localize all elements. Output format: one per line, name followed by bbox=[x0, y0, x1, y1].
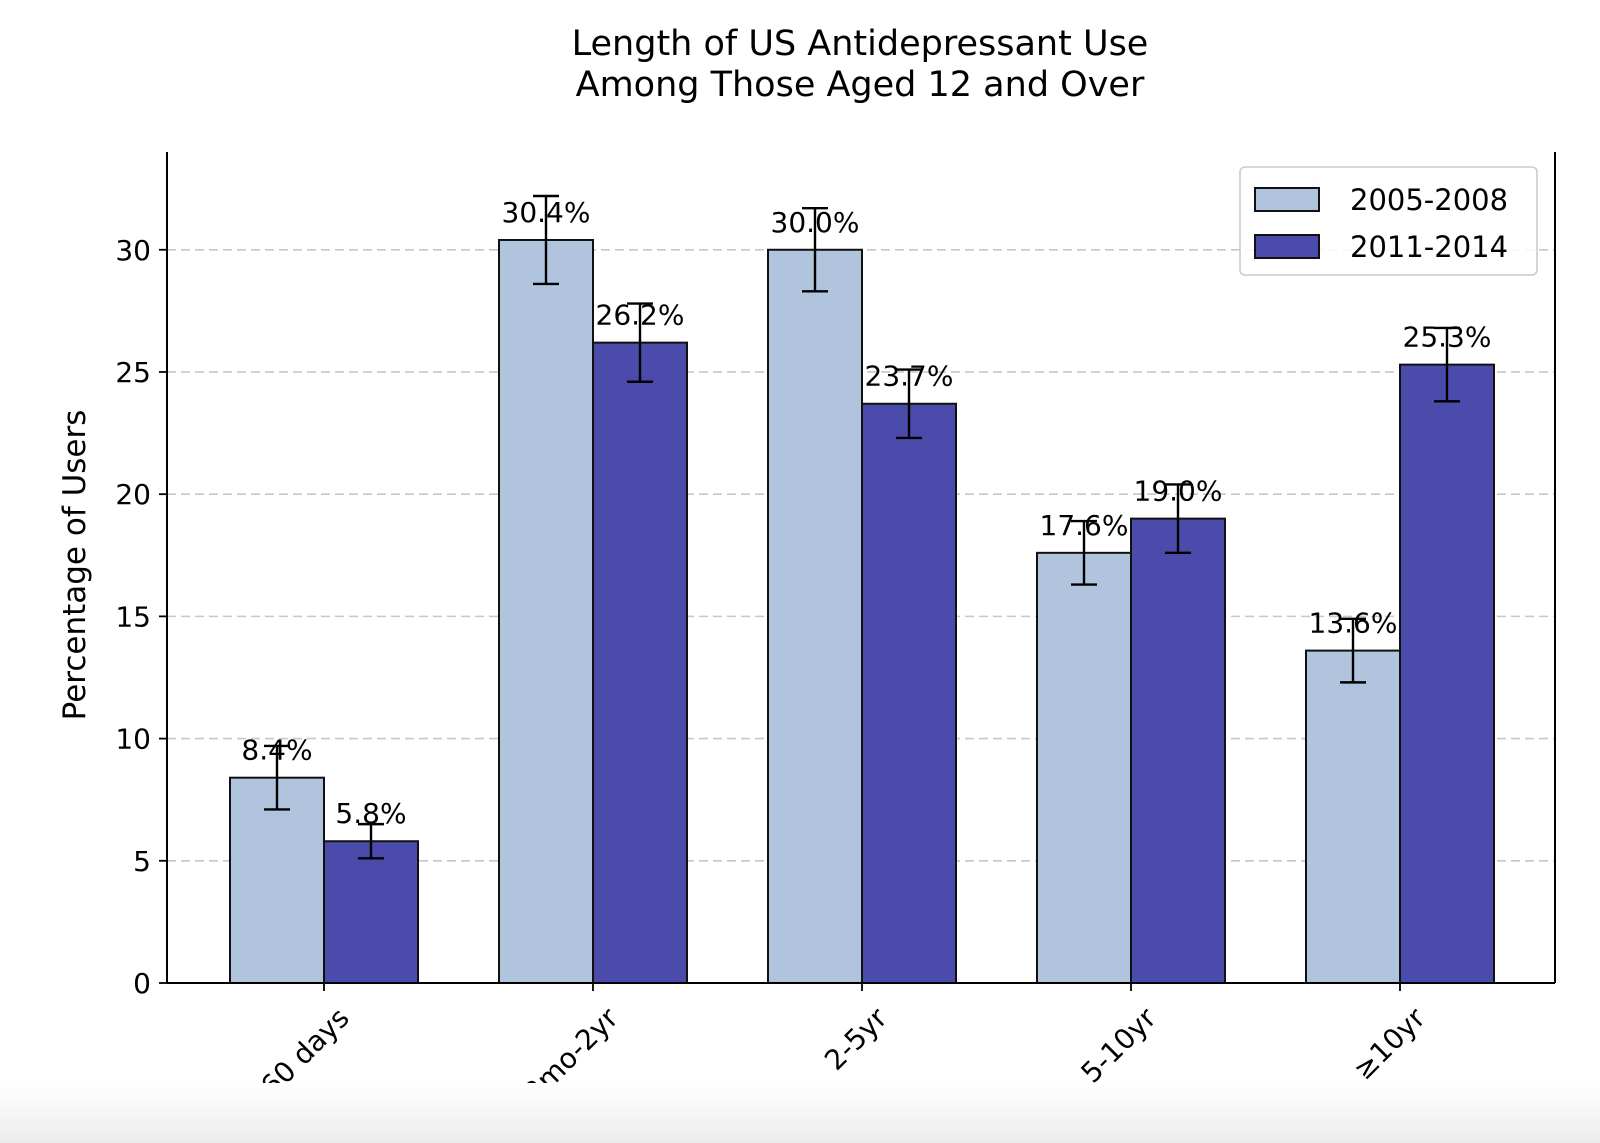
y-tick-label-20: 20 bbox=[115, 478, 151, 511]
axes bbox=[166, 152, 1556, 984]
error-bar-2005-2008-5 bbox=[1340, 617, 1366, 684]
y-tick-label-0: 0 bbox=[133, 967, 151, 1000]
error-bar-2005-2008-4 bbox=[1071, 519, 1097, 586]
legend-swatch-2005-2008 bbox=[1254, 187, 1320, 212]
bar-2005-2008-4 bbox=[1036, 551, 1132, 984]
error-bar-2011-2014-1 bbox=[358, 822, 384, 860]
legend-label-2011-2014: 2011-2014 bbox=[1350, 230, 1508, 264]
error-bar-2011-2014-2 bbox=[627, 302, 653, 383]
data-label-2011-2014-3: 23.7% bbox=[865, 360, 954, 393]
error-bar-2005-2008-1 bbox=[264, 744, 290, 811]
error-bars bbox=[264, 194, 1460, 860]
chart-title: Length of US Antidepressant Use Among Th… bbox=[572, 24, 1149, 105]
error-bar-2005-2008-2 bbox=[533, 194, 559, 286]
chart-title-line-1: Length of US Antidepressant Use bbox=[572, 24, 1149, 64]
y-tick-label-25: 25 bbox=[115, 356, 151, 389]
legend-label-2005-2008: 2005-2008 bbox=[1350, 183, 1508, 217]
data-label-2005-2008-2: 30.4% bbox=[502, 196, 591, 229]
error-bar-2011-2014-5 bbox=[1434, 326, 1460, 403]
bar-2011-2014-1 bbox=[323, 840, 419, 984]
bar-2005-2008-5 bbox=[1305, 649, 1401, 984]
data-label-2005-2008-4: 17.6% bbox=[1040, 509, 1129, 542]
chart-title-line-2: Among Those Aged 12 and Over bbox=[576, 65, 1145, 105]
bar-2011-2014-4 bbox=[1130, 517, 1226, 985]
bars bbox=[229, 238, 1495, 985]
error-bar-2011-2014-3 bbox=[896, 368, 922, 440]
bar-2011-2014-5 bbox=[1399, 363, 1495, 984]
bar-2011-2014-3 bbox=[861, 402, 957, 984]
error-bar-2011-2014-4 bbox=[1165, 483, 1191, 555]
data-label-2011-2014-1: 5.8% bbox=[335, 797, 406, 830]
x-tick-label-5: ≥10yr bbox=[1347, 1001, 1432, 1086]
data-label-2011-2014-2: 26.2% bbox=[596, 299, 685, 332]
bar-2005-2008-3 bbox=[767, 248, 863, 984]
data-label-2011-2014-4: 19.0% bbox=[1134, 475, 1223, 508]
y-tick-label-10: 10 bbox=[115, 723, 151, 756]
data-label-2005-2008-3: 30.0% bbox=[771, 206, 860, 239]
bar-2005-2008-2 bbox=[498, 238, 594, 985]
error-bar-2005-2008-3 bbox=[802, 207, 828, 293]
data-label-2005-2008-5: 13.6% bbox=[1309, 607, 1398, 640]
bar-2011-2014-2 bbox=[592, 341, 688, 984]
bottom-edge-shadow bbox=[0, 1083, 1600, 1143]
x-tick-label-4: 5-10yr bbox=[1075, 1001, 1163, 1089]
legend-swatch-2011-2014 bbox=[1254, 234, 1320, 259]
y-tick-label-15: 15 bbox=[115, 600, 151, 633]
y-tick-label-30: 30 bbox=[115, 234, 151, 267]
y-axis-label: Percentage of Users bbox=[57, 410, 93, 721]
x-tick-label-3: 2-5yr bbox=[818, 1001, 894, 1077]
data-label-2011-2014-5: 25.3% bbox=[1403, 321, 1492, 354]
y-tick-label-5: 5 bbox=[133, 845, 151, 878]
data-label-2005-2008-1: 8.4% bbox=[241, 734, 312, 767]
data-labels: 8.4% 5.8% 30.4% 26.2% 30.0% 23.7% 17.6%19.0% 13… bbox=[241, 196, 1491, 830]
legend: 2005-2008 2011-2014 bbox=[1239, 166, 1538, 276]
